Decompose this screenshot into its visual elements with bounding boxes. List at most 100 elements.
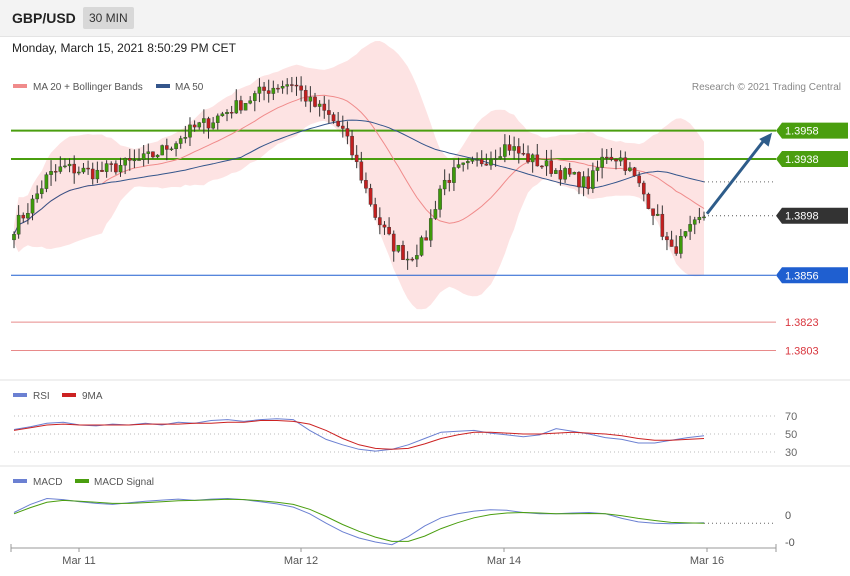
candle-body bbox=[86, 167, 90, 170]
candle-body bbox=[442, 179, 447, 190]
candle-body bbox=[317, 103, 322, 107]
candle-body bbox=[447, 179, 452, 183]
macd-panel: 0 -0 bbox=[13, 497, 795, 549]
macd-tick-label: -0 bbox=[785, 537, 795, 549]
ma50-legend-label: MA 50 bbox=[175, 82, 204, 93]
symbol-label: GBP/USD bbox=[12, 10, 76, 26]
candle-body bbox=[526, 153, 530, 163]
candle-body bbox=[655, 213, 660, 216]
candle-body bbox=[604, 156, 609, 159]
candle-body bbox=[100, 169, 104, 172]
macd-signal-legend-label: MACD Signal bbox=[94, 477, 154, 488]
candle-body bbox=[382, 224, 387, 228]
candle-body bbox=[234, 100, 239, 114]
candle-body bbox=[618, 157, 623, 162]
candle-body bbox=[141, 153, 146, 160]
candle-body bbox=[637, 175, 641, 184]
candle-body bbox=[26, 213, 30, 219]
rsi-panel: 70 50 30 bbox=[13, 411, 797, 459]
candle-body bbox=[591, 170, 595, 189]
candle-body bbox=[660, 213, 665, 237]
candle-body bbox=[294, 84, 299, 87]
macd-tick-label: 0 bbox=[785, 510, 791, 522]
candle-body bbox=[595, 167, 600, 171]
price-level-label: 1.3898 bbox=[785, 211, 819, 223]
rsi-ma-line bbox=[13, 420, 705, 450]
candle-body bbox=[540, 165, 544, 168]
rsi-ma-legend-label: 9MA bbox=[82, 391, 103, 402]
candle-body bbox=[688, 224, 692, 232]
candle-body bbox=[419, 237, 424, 256]
candle-body bbox=[401, 244, 405, 260]
candle-body bbox=[16, 214, 21, 235]
time-axis: Mar 11 Mar 12 Mar 14 Mar 16 bbox=[62, 548, 724, 567]
candle-body bbox=[340, 125, 345, 129]
candle-body bbox=[410, 258, 415, 261]
candle-body bbox=[489, 159, 493, 166]
macd-legend-label: MACD bbox=[33, 477, 62, 488]
candle-body bbox=[299, 85, 303, 91]
candle-body bbox=[327, 110, 331, 115]
price-level-label: 1.3823 bbox=[785, 317, 819, 329]
candle-body bbox=[484, 163, 489, 166]
candle-body bbox=[160, 145, 164, 156]
rsi-legend-swatch bbox=[13, 393, 27, 397]
candle-body bbox=[521, 153, 526, 155]
candle-body bbox=[146, 151, 151, 154]
candle-body bbox=[81, 167, 86, 173]
ma20-legend-label: MA 20 + Bollinger Bands bbox=[33, 82, 143, 93]
candle-body bbox=[530, 154, 535, 163]
candle-body bbox=[178, 138, 183, 144]
forecast-arrow-head bbox=[759, 132, 772, 147]
candle-body bbox=[211, 122, 215, 129]
price-panel: 1.3958 1.3938 1.3898 1.3856 1.3823 1.3803 bbox=[11, 41, 848, 357]
candle-body bbox=[206, 118, 211, 129]
candle-body bbox=[461, 162, 465, 165]
candle-body bbox=[697, 216, 702, 220]
candle-body bbox=[581, 176, 586, 188]
candle-body bbox=[303, 90, 308, 102]
candle-body bbox=[35, 193, 39, 200]
candle-body bbox=[243, 103, 248, 111]
candle-body bbox=[345, 128, 350, 137]
candle-body bbox=[114, 163, 118, 173]
time-tick-label: Mar 12 bbox=[284, 555, 318, 567]
price-level-label: 1.3803 bbox=[785, 345, 819, 357]
candle-body bbox=[679, 236, 683, 254]
candle-body bbox=[192, 124, 197, 128]
rsi-legend-label: RSI bbox=[33, 391, 50, 402]
candle-body bbox=[438, 188, 442, 210]
candle-body bbox=[475, 159, 479, 161]
candle-body bbox=[257, 86, 262, 94]
candle-body bbox=[63, 165, 67, 168]
candle-body bbox=[479, 159, 484, 165]
candle-body bbox=[466, 161, 470, 164]
rsi-tick-label: 50 bbox=[785, 429, 797, 441]
candle-body bbox=[322, 103, 327, 111]
candle-body bbox=[646, 193, 651, 209]
candle-body bbox=[169, 148, 174, 151]
candle-body bbox=[151, 151, 155, 158]
candle-body bbox=[683, 231, 688, 237]
candle-body bbox=[49, 171, 53, 175]
rsi-tick-label: 30 bbox=[785, 447, 797, 459]
candle-body bbox=[563, 168, 567, 180]
copyright-label: Research © 2021 Trading Central bbox=[692, 82, 841, 93]
candle-body bbox=[266, 90, 271, 94]
candle-body bbox=[387, 226, 391, 235]
candle-body bbox=[285, 84, 290, 87]
candle-body bbox=[415, 255, 419, 260]
datetime-label: Monday, March 15, 2021 8:50:29 PM CET bbox=[12, 41, 236, 55]
candle-body bbox=[72, 163, 77, 174]
candle-body bbox=[405, 258, 410, 261]
rsi-line bbox=[13, 418, 705, 452]
candle-body bbox=[248, 100, 252, 104]
chart-header: GBP/USD 30 MIN bbox=[0, 0, 850, 37]
candle-body bbox=[215, 115, 220, 123]
timeframe-button[interactable]: 30 MIN bbox=[83, 7, 134, 29]
candle-body bbox=[493, 158, 498, 160]
candle-body bbox=[567, 168, 572, 175]
candle-body bbox=[609, 156, 614, 160]
price-level-label: 1.3958 bbox=[785, 126, 819, 138]
